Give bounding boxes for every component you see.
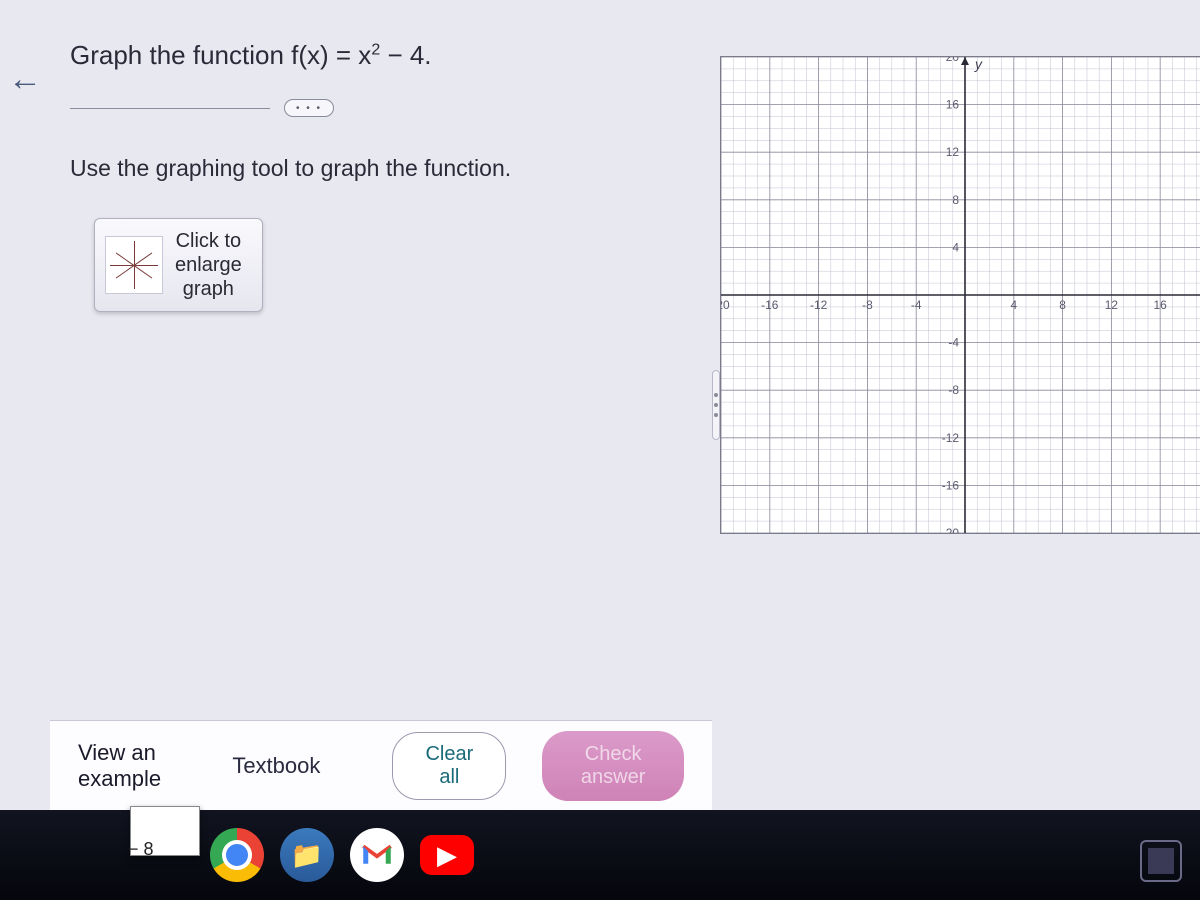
svg-text:-8: -8 [948, 383, 959, 397]
view-example-link[interactable]: View an example [78, 740, 196, 792]
youtube-icon[interactable]: ▶ [420, 835, 474, 875]
taskbar-thumbnail-label: − 8 [128, 839, 154, 860]
svg-text:4: 4 [952, 240, 959, 254]
gmail-icon[interactable] [350, 828, 404, 882]
enlarge-graph-button[interactable]: Click to enlarge graph [94, 218, 263, 312]
svg-text:-16: -16 [761, 298, 779, 312]
svg-text:-16: -16 [942, 478, 960, 492]
svg-text:-20: -20 [942, 526, 960, 533]
question-prefix: Graph the function f(x) = x [70, 40, 371, 70]
divider-handle[interactable] [712, 370, 720, 440]
svg-text:16: 16 [1154, 298, 1168, 312]
enlarge-label: Click to enlarge graph [175, 229, 242, 301]
graph-panel: y -20 -16 -12 -8 -4 4 8 12 16 20 16 12 8 4 -4 -8 -12 -16 -2… [720, 0, 1200, 810]
svg-text:-20: -20 [721, 298, 730, 312]
instruction-text: Use the graphing tool to graph the funct… [70, 155, 692, 182]
question-text: Graph the function f(x) = x2 − 4. [70, 40, 692, 71]
enlarge-thumbnail-icon [105, 236, 163, 294]
files-icon[interactable]: 📁 [280, 828, 334, 882]
svg-text:12: 12 [1105, 298, 1119, 312]
os-taskbar: − 8 📁 ▶ [0, 810, 1200, 900]
check-answer-button[interactable]: Check answer [542, 731, 684, 801]
svg-text:-12: -12 [810, 298, 828, 312]
question-exponent: 2 [371, 41, 380, 58]
separator-line [70, 108, 270, 109]
clear-all-button[interactable]: Clear all [392, 732, 506, 800]
enlarge-line3: graph [175, 277, 242, 301]
chrome-icon[interactable] [210, 828, 264, 882]
grid-svg: y -20 -16 -12 -8 -4 4 8 12 16 20 16 12 8 4 -4 -8 -12 -16 -2… [721, 57, 1200, 533]
more-options-button[interactable]: • • • [284, 99, 334, 117]
coordinate-grid[interactable]: y -20 -16 -12 -8 -4 4 8 12 16 20 16 12 8 4 -4 -8 -12 -16 -2… [720, 56, 1200, 534]
action-bar: View an example Textbook Clear all Check… [50, 720, 712, 810]
svg-text:y: y [974, 57, 983, 72]
svg-text:-4: -4 [948, 336, 959, 350]
svg-text:-8: -8 [862, 298, 873, 312]
enlarge-line1: Click to [175, 229, 242, 253]
svg-text:8: 8 [952, 193, 959, 207]
back-arrow-icon[interactable]: ← [8, 60, 42, 810]
panel-divider [712, 0, 720, 810]
svg-text:20: 20 [946, 57, 960, 64]
svg-text:-4: -4 [911, 298, 922, 312]
separator-row: • • • [70, 99, 692, 117]
svg-text:12: 12 [946, 145, 960, 159]
svg-text:-12: -12 [942, 431, 960, 445]
textbook-link[interactable]: Textbook [232, 753, 320, 779]
question-suffix: − 4. [380, 40, 431, 70]
app-window: ← Graph the function f(x) = x2 − 4. • • … [0, 0, 1200, 810]
enlarge-line2: enlarge [175, 253, 242, 277]
back-column: ← [0, 0, 50, 810]
svg-text:4: 4 [1010, 298, 1017, 312]
question-panel: Graph the function f(x) = x2 − 4. • • • … [50, 0, 712, 810]
taskbar-right-icon[interactable] [1140, 840, 1182, 882]
svg-text:16: 16 [946, 98, 960, 112]
svg-text:8: 8 [1059, 298, 1066, 312]
